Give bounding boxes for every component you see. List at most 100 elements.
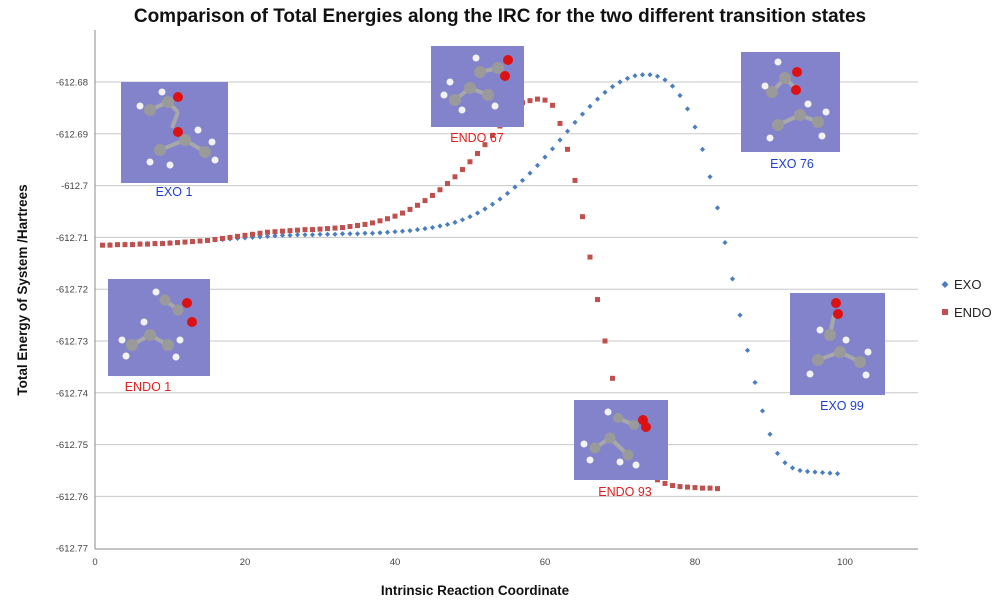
data-point-exo (579, 111, 586, 117)
data-point-exo (639, 72, 646, 78)
data-point-exo (834, 471, 841, 477)
data-point-endo (550, 102, 555, 108)
x-tick-label: 40 (390, 557, 401, 568)
data-point-endo (257, 230, 263, 236)
data-point-endo (385, 216, 390, 222)
data-point-exo (632, 73, 638, 79)
data-point-exo (609, 84, 616, 90)
data-point-exo (362, 230, 368, 236)
data-point-endo (325, 226, 330, 232)
data-point-exo (587, 103, 593, 109)
molecule-structure (580, 408, 651, 469)
data-point-exo (572, 119, 578, 126)
data-point-exo (489, 201, 496, 207)
data-point-endo (235, 233, 240, 239)
molecule-image (790, 293, 885, 395)
data-point-exo (774, 450, 781, 457)
data-point-exo (692, 124, 698, 130)
data-point-endo (407, 206, 413, 212)
data-point-exo (437, 223, 443, 229)
data-point-endo (467, 159, 473, 165)
data-point-exo (287, 232, 293, 238)
molecule-structure (118, 288, 197, 361)
inset-exo-76: EXO 76 (741, 52, 840, 171)
data-point-endo (542, 97, 548, 103)
data-point-exo (407, 228, 413, 234)
data-point-endo (430, 192, 435, 198)
data-point-endo (122, 242, 128, 248)
data-point-endo (362, 221, 368, 227)
data-point-exo (324, 231, 331, 237)
y-tick-label: -612.75 (56, 440, 88, 451)
molecule-structure (136, 88, 219, 169)
data-point-exo (669, 83, 676, 89)
inset-label-exo-76: EXO 76 (770, 157, 814, 171)
data-point-exo (534, 162, 541, 168)
data-point-exo (317, 231, 323, 237)
data-point-endo (415, 202, 420, 208)
data-point-endo (572, 177, 578, 183)
y-axis-ticks: -612.68 -612.69 -612.7 -612.71 -612.72 -612.7… (56, 78, 88, 555)
data-point-endo (280, 228, 285, 234)
legend-marker-endo (942, 309, 948, 315)
data-point-endo (482, 142, 488, 148)
data-point-endo (175, 240, 180, 246)
y-tick-label: -612.68 (56, 78, 88, 89)
y-tick-label: -612.69 (56, 129, 88, 140)
data-point-endo (535, 96, 540, 102)
data-point-endo (460, 167, 465, 173)
data-point-exo (467, 214, 473, 220)
x-axis-ticks: 0 20 40 60 80 100 (92, 557, 853, 568)
data-point-endo (662, 480, 668, 486)
data-point-exo (624, 75, 631, 81)
data-point-endo (580, 214, 585, 220)
data-point-exo (459, 217, 466, 223)
data-point-endo (295, 227, 300, 233)
x-tick-label: 60 (540, 557, 551, 568)
data-point-endo (557, 120, 563, 126)
data-point-exo (452, 219, 458, 225)
data-point-endo (602, 338, 608, 344)
y-tick-label: -612.74 (56, 388, 88, 399)
data-point-endo (422, 198, 428, 204)
data-point-endo (445, 181, 450, 187)
data-point-exo (377, 230, 383, 236)
data-point-endo (242, 232, 248, 238)
data-point-exo (647, 72, 653, 78)
data-point-exo (662, 77, 668, 83)
x-tick-label: 100 (837, 557, 853, 568)
data-point-endo (587, 254, 593, 260)
y-tick-label: -612.72 (56, 285, 88, 296)
data-point-endo (227, 234, 233, 240)
data-point-exo (264, 233, 271, 239)
data-point-endo (317, 226, 323, 232)
data-point-exo (677, 92, 683, 99)
data-point-endo (190, 239, 195, 245)
data-point-exo (804, 468, 811, 475)
data-point-exo (512, 184, 518, 190)
y-tick-label: -612.7 (61, 181, 88, 192)
data-point-exo (294, 232, 301, 238)
data-point-endo (392, 213, 398, 219)
data-point-exo (722, 239, 728, 246)
data-point-endo (700, 485, 705, 491)
data-point-endo (287, 228, 293, 234)
y-axis-label: Total Energy of System /Hartrees (15, 184, 30, 395)
inset-label-endo-67: ENDO 67 (450, 131, 504, 145)
molecule-image (108, 279, 210, 376)
data-point-endo (685, 484, 690, 490)
data-point-endo (692, 485, 698, 491)
data-point-endo (707, 485, 713, 491)
data-point-exo (827, 470, 833, 476)
data-point-endo (452, 174, 458, 180)
inset-label-exo-1: EXO 1 (156, 185, 193, 199)
data-point-exo (699, 146, 706, 152)
data-point-exo (272, 233, 278, 239)
chart-title: Comparison of Total Energies along the I… (134, 6, 866, 27)
inset-endo-67: ENDO 67 (431, 46, 524, 145)
data-point-exo (414, 227, 421, 233)
molecule-structure (440, 54, 513, 114)
data-point-endo (137, 241, 143, 247)
inset-label-endo-1: ENDO 1 (125, 380, 172, 394)
